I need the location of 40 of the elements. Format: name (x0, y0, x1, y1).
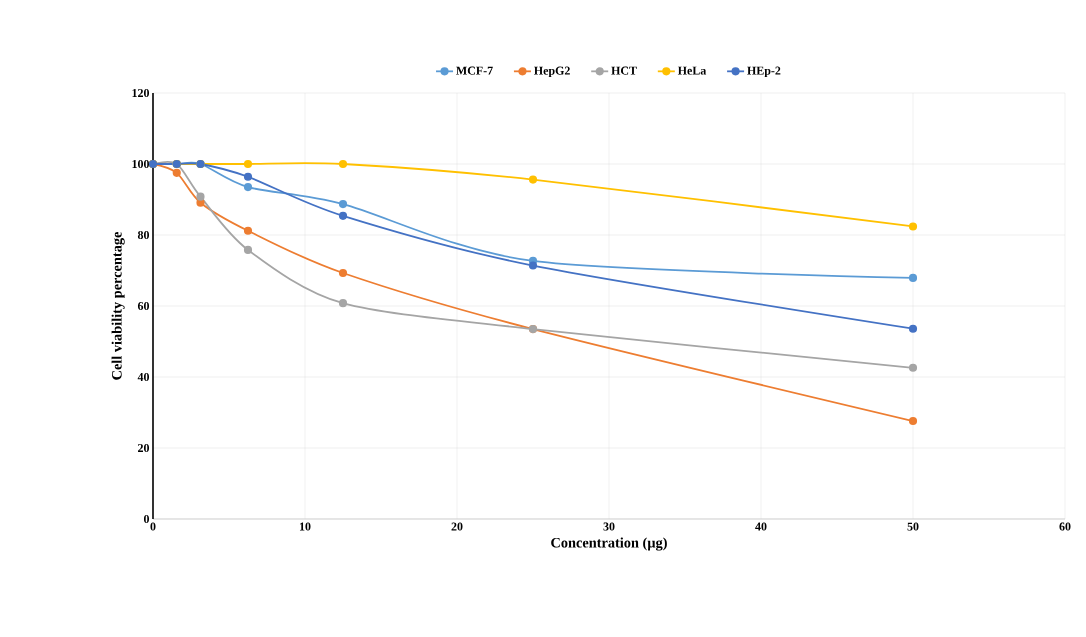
point (243, 226, 253, 235)
y-tick-label: 0 (143, 514, 150, 524)
legend-label: MCF-7 (456, 66, 493, 75)
point (243, 245, 253, 254)
point (908, 363, 918, 372)
point (528, 261, 538, 270)
point (243, 172, 253, 181)
x-tick-label: 0 (150, 522, 156, 531)
point (908, 416, 918, 426)
point (908, 324, 918, 333)
point (338, 299, 348, 308)
legend-label: HepG2 (534, 66, 570, 78)
y-tick-label: 40 (137, 372, 150, 382)
point (908, 222, 918, 231)
point (338, 268, 348, 278)
x-tick-label: 40 (755, 522, 767, 531)
point (172, 168, 181, 177)
point (338, 200, 348, 209)
x-axis-title: Concentration (µg) (551, 537, 667, 551)
x-tick-label: 20 (451, 522, 463, 531)
x-tick-label: 50 (907, 522, 919, 531)
legend-label: HeLa (677, 66, 707, 75)
point (528, 175, 538, 184)
y-tick-label: 100 (132, 159, 150, 169)
point (243, 182, 253, 192)
x-tick-label: 10 (299, 522, 311, 531)
y-tick-label: 60 (137, 301, 150, 311)
x-tick-label: 30 (603, 522, 615, 531)
point (196, 192, 205, 201)
y-tick-label: 20 (138, 443, 150, 453)
point (338, 159, 348, 169)
legend-label: HEp-2 (747, 66, 781, 78)
y-axis-title: Cell viability percentage (111, 231, 125, 380)
y-tick-label: 80 (137, 230, 150, 240)
point (908, 273, 918, 283)
legend-label: HCT (611, 66, 637, 75)
y-tick-label: 120 (132, 88, 150, 98)
x-tick-label: 60 (1059, 522, 1071, 531)
point (243, 159, 253, 169)
point (338, 211, 348, 220)
